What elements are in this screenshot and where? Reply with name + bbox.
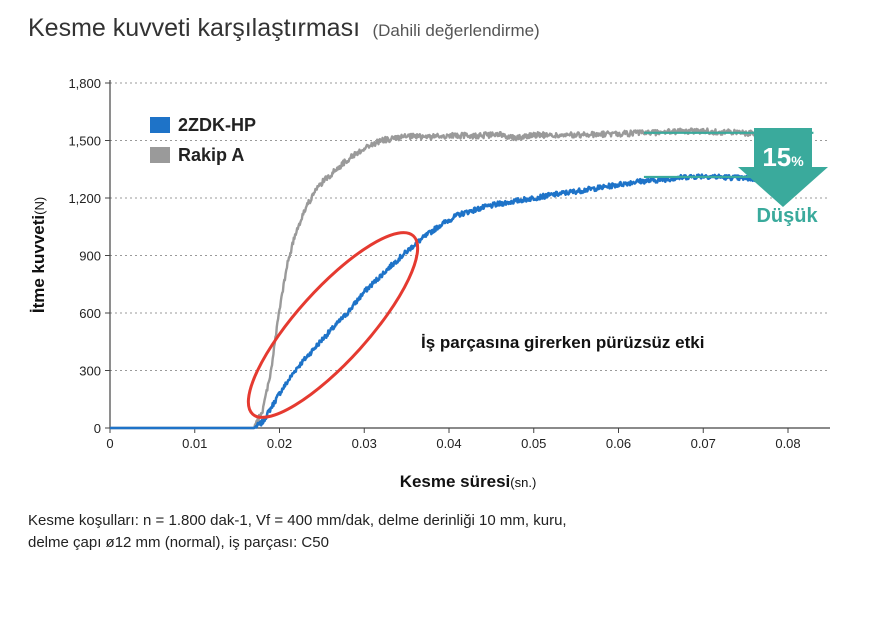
y-tick-labels: 0 300 600 900 1,200 1,500 1,800 <box>68 76 110 436</box>
down-arrow-icon <box>738 128 828 207</box>
y-tick-label: 1,200 <box>68 191 101 206</box>
x-tick-label: 0.01 <box>182 436 207 451</box>
legend-label-2zdk-hp: 2ZDK-HP <box>178 115 256 135</box>
conditions-line-1: Kesme koşulları: n = 1.800 dak-1, Vf = 4… <box>28 512 567 529</box>
series-layer <box>110 127 807 430</box>
y-tick-label: 0 <box>94 421 101 436</box>
x-tick-label: 0.05 <box>521 436 546 451</box>
legend: 2ZDK-HP Rakip A <box>150 115 256 165</box>
y-tick-label: 600 <box>79 306 101 321</box>
y-axis-label-unit: (N) <box>32 197 47 215</box>
x-tick-label: 0.06 <box>606 436 631 451</box>
highlight-ellipse <box>246 231 420 419</box>
x-tick-label: 0.02 <box>267 436 292 451</box>
x-tick-label: 0 <box>106 436 113 451</box>
chart-title-main: Kesme kuvveti karşılaştırması <box>28 14 361 42</box>
legend-label-rakip-a: Rakip A <box>178 145 244 165</box>
annotation-smooth-entry: İş parçasına girerken pürüzsüz etki <box>421 333 704 352</box>
legend-swatch-rakip-a <box>150 147 170 163</box>
conditions-line-2: delme çapı ø12 mm (normal), iş parçası: … <box>28 534 329 551</box>
y-tick-label: 1,800 <box>68 76 101 91</box>
x-axis-label: Kesme süresi(sn.) <box>400 472 537 491</box>
y-tick-label: 1,500 <box>68 134 101 149</box>
reduction-badge: 15% Düşük <box>738 128 828 227</box>
x-axis-label-main: Kesme süresi <box>400 472 511 491</box>
x-tick-label: 0.08 <box>775 436 800 451</box>
cutting-conditions: Kesme koşulları: n = 1.800 dak-1, Vf = 4… <box>28 510 567 554</box>
y-axis-label-main: İtme kuvveti <box>29 215 48 313</box>
x-axis-label-unit: (sn.) <box>510 475 536 490</box>
badge-number: 15 <box>762 142 791 172</box>
x-tick-label: 0.07 <box>691 436 716 451</box>
grid-lines <box>110 82 830 371</box>
badge-label: Düşük <box>756 205 818 227</box>
y-axis-label: İtme kuvveti(N) <box>29 197 48 313</box>
x-tick-label: 0.04 <box>436 436 461 451</box>
legend-swatch-2zdk-hp <box>150 117 170 133</box>
series-line-0 <box>110 173 807 430</box>
chart-title: Kesme kuvveti karşılaştırması (Dahili de… <box>28 14 540 43</box>
y-tick-label: 900 <box>79 249 101 264</box>
series-line-1 <box>110 127 807 430</box>
x-tick-label: 0.03 <box>352 436 377 451</box>
x-tick-labels: 0 0.01 0.02 0.03 0.04 0.05 0.06 0.07 0.08 <box>106 428 801 451</box>
chart-subtitle: (Dahili değerlendirme) <box>372 21 540 40</box>
y-tick-label: 300 <box>79 364 101 379</box>
badge-unit: % <box>791 153 804 169</box>
badge-value: 15% <box>762 142 804 172</box>
